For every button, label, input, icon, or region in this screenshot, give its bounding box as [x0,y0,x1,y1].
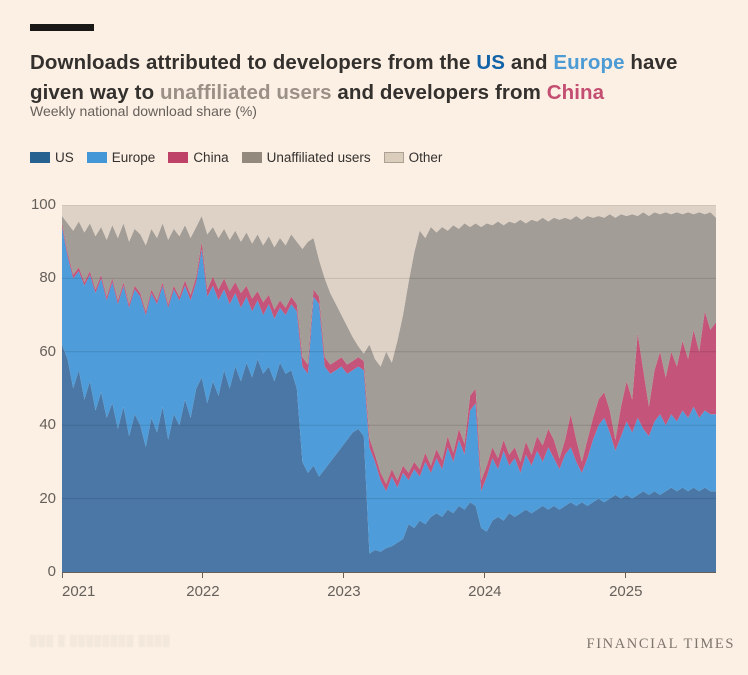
title-segment: unaffiliated users [160,80,332,104]
area-unaffiliated-users [62,212,716,484]
x-axis-line [62,572,716,573]
source-text-illegible: ███ █ ████████ ████ [30,636,171,647]
accent-bar [30,24,94,31]
legend-swatch-other [383,152,404,163]
legend-item-us: US [30,150,74,165]
legend-item-china: China [168,150,229,165]
legend-label: Other [408,150,443,165]
legend-swatch-europe [86,152,107,163]
chart-title: Downloads attributed to developers from … [30,48,718,108]
stacked-area-plot [62,205,716,572]
legend-label: US [55,150,74,165]
title-segment: China [546,80,605,104]
title-segment: have given way to [30,50,678,104]
legend-item-unaffiliated-users: Unaffiliated users [241,150,371,165]
y-tick-label-40: 40 [39,416,56,434]
legend-label: Unaffiliated users [266,150,371,165]
legend: US Europe China Unaffiliated users Other [30,150,442,165]
x-tick-label-2021: 2021 [62,583,96,600]
legend-item-other: Other [383,150,443,165]
area-europe [62,227,716,554]
chart-subtitle: Weekly national download share (%) [30,103,257,119]
area-other [62,205,716,367]
legend-swatch-us [30,152,50,163]
financial-times-brand: FINANCIAL TIMES [586,636,735,652]
legend-swatch-unaffiliated-users [241,152,262,163]
area-us [62,344,716,572]
x-tick-label-2025: 2025 [609,583,643,600]
legend-swatch-china [168,152,189,163]
title-segment: Downloads attributed to developers from … [30,50,477,74]
y-tick-label-0: 0 [47,563,56,580]
x-tick-label-2024: 2024 [468,583,502,600]
title-segment: and [505,50,554,74]
x-tick-label-2022: 2022 [186,583,220,600]
legend-label: China [193,150,229,165]
legend-item-europe: Europe [86,150,156,165]
y-tick-label-100: 100 [30,196,56,213]
y-tick-label-80: 80 [39,269,56,287]
title-segment: US [476,50,506,74]
title-segment: and developers from [331,80,547,104]
area-china [62,223,716,492]
y-tick-label-20: 20 [39,489,56,507]
legend-label: Europe [111,150,156,165]
title-segment: Europe [553,50,625,74]
x-tick-label-2023: 2023 [327,583,361,600]
y-tick-label-60: 60 [39,342,56,360]
